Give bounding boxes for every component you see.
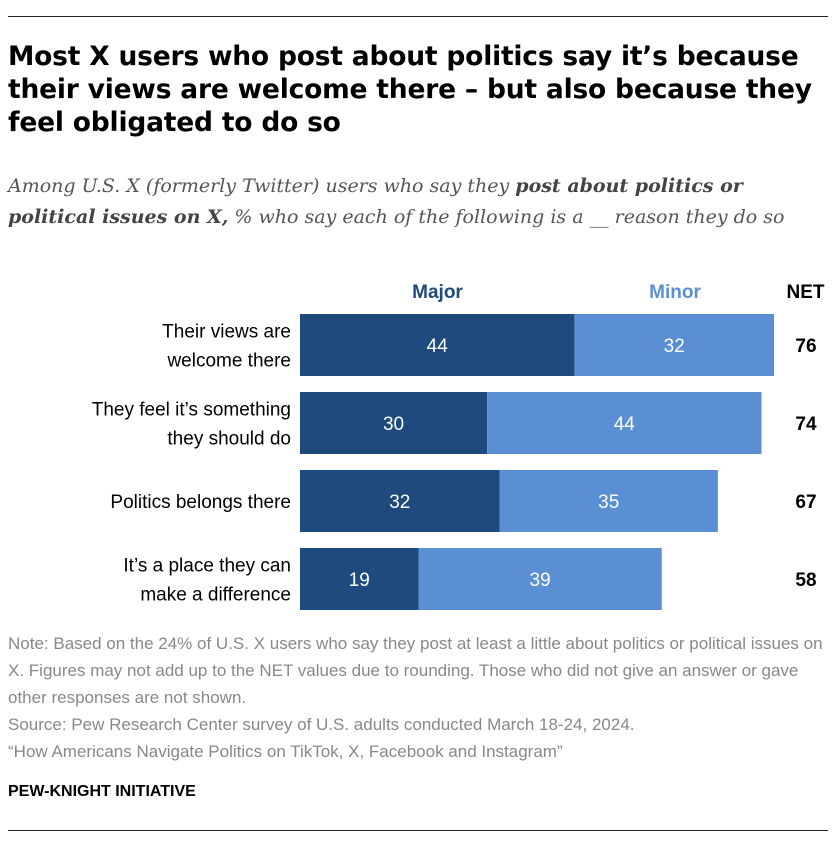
category-label-line: Politics belongs there bbox=[110, 492, 291, 513]
category-label: They feel it’s something they should do bbox=[92, 400, 291, 450]
bar-minor bbox=[499, 470, 718, 532]
bar-value-label: 44 bbox=[427, 336, 449, 357]
chart-title: Most X users who post about politics say… bbox=[8, 41, 812, 138]
subtitle-text-1: Among U.S. X (formerly Twitter) users wh… bbox=[8, 175, 516, 197]
subtitle-text-2: % who say each of the following is a __ … bbox=[228, 206, 785, 228]
bar-value-label: 30 bbox=[383, 414, 404, 435]
chart-source: Source: Pew Research Center survey of U.… bbox=[8, 711, 833, 765]
net-header: NET bbox=[786, 282, 825, 303]
category-label-line: make a difference bbox=[140, 585, 291, 606]
category-label-line: It’s a place they can bbox=[123, 556, 291, 577]
bar-minor bbox=[418, 548, 662, 610]
chart-note: Note: Based on the 24% of U.S. X users w… bbox=[8, 634, 823, 707]
category-label-line: they should do bbox=[167, 429, 291, 450]
source-line-1: Source: Pew Research Center survey of U.… bbox=[8, 715, 635, 734]
category-label-line: Their views are bbox=[162, 322, 291, 343]
category-label: It’s a place they can make a difference bbox=[123, 556, 291, 606]
bar-value-label: 39 bbox=[530, 570, 551, 591]
bar-minor bbox=[487, 392, 762, 454]
bar-major bbox=[300, 392, 488, 454]
net-value: 74 bbox=[795, 414, 817, 435]
bar-minor bbox=[574, 314, 774, 376]
brand-label: PEW-KNIGHT INITIATIVE bbox=[8, 783, 196, 800]
stacked-bar-chart: Their views are welcome there 44 32 76 They f… bbox=[92, 314, 817, 610]
legend-major: Major bbox=[412, 282, 463, 303]
category-label-line: They feel it’s something bbox=[92, 400, 291, 421]
bar-major bbox=[300, 314, 575, 376]
top-rule bbox=[8, 16, 828, 17]
net-value: 67 bbox=[795, 492, 816, 513]
bar-value-label: 32 bbox=[389, 492, 410, 513]
source-line-2: “How Americans Navigate Politics on TikT… bbox=[8, 742, 563, 761]
legend-minor: Minor bbox=[649, 282, 701, 303]
bottom-rule bbox=[8, 830, 828, 831]
bar-major bbox=[300, 548, 419, 610]
category-label: Their views are welcome there bbox=[162, 322, 291, 372]
net-value: 76 bbox=[795, 336, 816, 357]
bar-value-label: 32 bbox=[664, 336, 685, 357]
chart-subtitle: Among U.S. X (formerly Twitter) users wh… bbox=[8, 171, 833, 233]
category-label-line: welcome there bbox=[166, 351, 291, 372]
bar-value-label: 19 bbox=[349, 570, 370, 591]
subtitle-emphasis: post about politics or political issues … bbox=[8, 175, 743, 228]
bar-value-label: 44 bbox=[614, 414, 636, 435]
bar-major bbox=[300, 470, 500, 532]
category-label: Politics belongs there bbox=[110, 492, 291, 513]
net-value: 58 bbox=[795, 570, 816, 591]
bar-value-label: 35 bbox=[598, 492, 619, 513]
